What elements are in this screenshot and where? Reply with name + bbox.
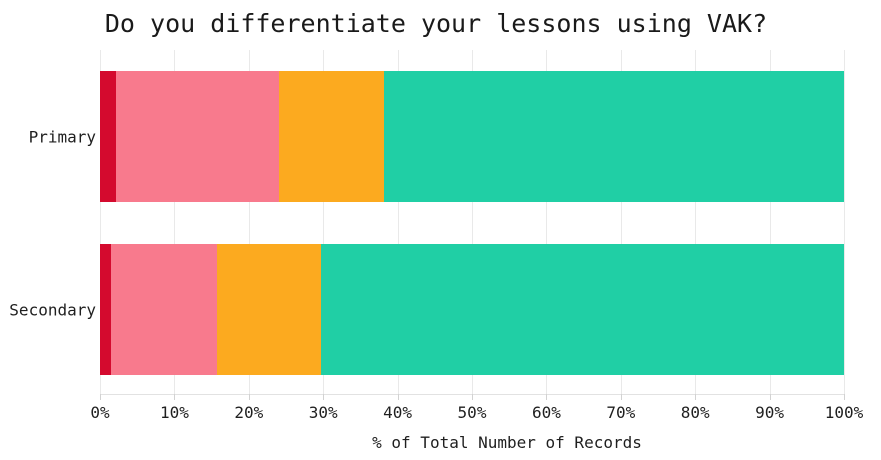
bar-segment-pink-secondary[interactable] xyxy=(111,244,217,375)
bar-segment-teal-secondary[interactable] xyxy=(320,244,844,375)
x-tick-label: 10% xyxy=(159,403,189,422)
bar-segment-orange-primary[interactable] xyxy=(278,71,385,202)
tick-mark xyxy=(174,394,176,400)
y-axis-label-secondary: Secondary xyxy=(9,300,96,319)
tick-mark xyxy=(100,394,101,400)
x-tick-label: 50% xyxy=(457,403,487,422)
bar-row-primary xyxy=(100,71,844,202)
gridline xyxy=(695,50,697,394)
gridline xyxy=(174,50,176,394)
y-axis-label-primary: Primary xyxy=(28,127,96,146)
gridline xyxy=(323,50,325,394)
gridline xyxy=(397,50,399,394)
tick-mark xyxy=(397,394,399,400)
bar-segment-dark-red-primary[interactable] xyxy=(100,71,117,202)
bar-segment-orange-secondary[interactable] xyxy=(216,244,321,375)
gridline xyxy=(620,50,622,394)
tick-mark xyxy=(323,394,325,400)
tick-mark xyxy=(546,394,548,400)
tick-mark xyxy=(472,394,473,400)
x-tick-label: 40% xyxy=(383,403,413,422)
gridline xyxy=(472,50,473,394)
x-axis-title: % of Total Number of Records xyxy=(372,433,642,452)
x-tick-label: 0% xyxy=(90,403,110,422)
gridline xyxy=(769,50,771,394)
tick-mark xyxy=(844,394,845,400)
tick-mark xyxy=(769,394,771,400)
tick-mark xyxy=(695,394,697,400)
bar-segment-pink-primary[interactable] xyxy=(116,71,279,202)
gridline xyxy=(248,50,250,394)
gridline xyxy=(844,50,845,394)
x-tick-label: 90% xyxy=(755,403,785,422)
x-tick-label: 60% xyxy=(531,403,561,422)
chart-title: Do you differentiate your lessons using … xyxy=(104,9,768,38)
tick-mark xyxy=(620,394,622,400)
gridline xyxy=(546,50,548,394)
tick-mark xyxy=(248,394,250,400)
x-tick-label: 80% xyxy=(680,403,710,422)
x-tick-label: 70% xyxy=(606,403,636,422)
plot-area xyxy=(100,50,845,395)
x-tick-label: 30% xyxy=(308,403,338,422)
x-tick-label: 100% xyxy=(824,403,864,422)
bar-segment-teal-primary[interactable] xyxy=(384,71,844,202)
gridline xyxy=(100,50,101,394)
bar-row-secondary xyxy=(100,244,844,375)
bar-segment-dark-red-secondary[interactable] xyxy=(100,244,112,375)
x-tick-label: 20% xyxy=(234,403,264,422)
